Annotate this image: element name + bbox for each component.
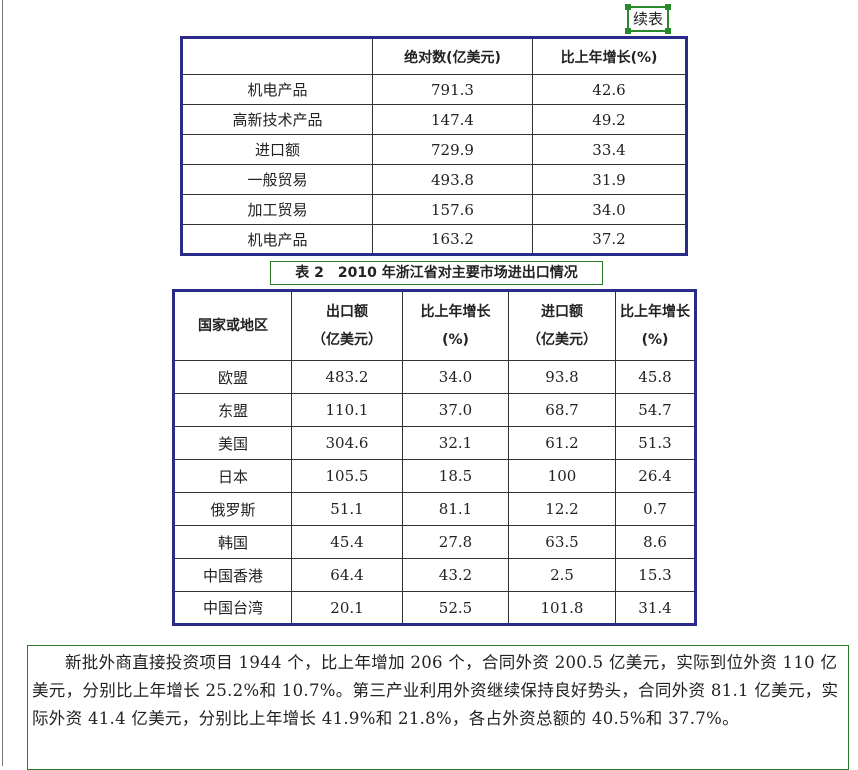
- table-cell: 110.1: [291, 393, 403, 427]
- table-cell: 791.3: [372, 74, 533, 105]
- table-cell: 51.1: [291, 492, 403, 526]
- header-cell: 绝对数(亿美元): [372, 37, 533, 75]
- resize-handle[interactable]: [665, 4, 671, 10]
- table-cell: 147.4: [372, 104, 533, 135]
- table-cell: 8.6: [615, 525, 696, 559]
- table-cell: 日本: [173, 459, 292, 493]
- table-cell: 12.2: [508, 492, 616, 526]
- header-cell: 国家或地区: [173, 290, 292, 361]
- table-cell: 37.2: [532, 224, 687, 255]
- table-cell: 0.7: [615, 492, 696, 526]
- table-cell: 64.4: [291, 558, 403, 592]
- header-cell: 进口额 （亿美元）: [508, 290, 616, 361]
- table-cell: 机电产品: [181, 74, 373, 105]
- header-cell: 比上年增长(%): [615, 290, 696, 361]
- table-row: 高新技术产品 147.4 49.2: [181, 104, 687, 135]
- table-cell: 机电产品: [181, 224, 373, 255]
- table-row: 中国台湾 20.1 52.5 101.8 31.4: [173, 591, 696, 625]
- table-row: 欧盟 483.2 34.0 93.8 45.8: [173, 360, 696, 394]
- table-cell: 34.0: [402, 360, 509, 394]
- table2-caption: 表 2 2010 年浙江省对主要市场进出口情况: [270, 261, 603, 285]
- header-cell: [181, 37, 373, 75]
- table-row: 进口额 729.9 33.4: [181, 134, 687, 165]
- table-cell: 100: [508, 459, 616, 493]
- continued-label-text: 续表: [632, 10, 663, 28]
- table-cell: 美国: [173, 426, 292, 460]
- table-cell: 33.4: [532, 134, 687, 165]
- table-row: 俄罗斯 51.1 81.1 12.2 0.7: [173, 492, 696, 526]
- table-cell: 37.0: [402, 393, 509, 427]
- table-cell: 高新技术产品: [181, 104, 373, 135]
- table-cell: 43.2: [402, 558, 509, 592]
- table-header-row: 国家或地区 出口额 （亿美元） 比上年增长 (%) 进口额 （亿美元） 比上年增长 (%…: [173, 290, 696, 361]
- table-cell: 俄罗斯: [173, 492, 292, 526]
- table-cell: 54.7: [615, 393, 696, 427]
- page-margin-line: [2, 0, 3, 766]
- table-cell: 63.5: [508, 525, 616, 559]
- resize-handle[interactable]: [665, 28, 671, 34]
- table-row: 加工贸易 157.6 34.0: [181, 194, 687, 225]
- table-cell: 32.1: [402, 426, 509, 460]
- table-row: 机电产品 163.2 37.2: [181, 224, 687, 255]
- paragraph-text: 新批外商直接投资项目 1944 个，比上年增加 206 个，合同外资 200.5…: [27, 645, 849, 770]
- header-cell: 比上年增长(%): [402, 290, 509, 361]
- table-cell: 729.9: [372, 134, 533, 165]
- table-cell: 81.1: [402, 492, 509, 526]
- table-markets: 国家或地区 出口额 （亿美元） 比上年增长 (%) 进口额 （亿美元） 比上年增长 (%…: [172, 289, 697, 626]
- table-cell: 34.0: [532, 194, 687, 225]
- resize-handle[interactable]: [625, 4, 631, 10]
- table-header-row: 绝对数(亿美元) 比上年增长(%): [181, 37, 687, 75]
- table-cell: 15.3: [615, 558, 696, 592]
- table-cell: 45.4: [291, 525, 403, 559]
- table-row: 韩国 45.4 27.8 63.5 8.6: [173, 525, 696, 559]
- table-cell: 东盟: [173, 393, 292, 427]
- header-cell: 出口额 （亿美元）: [291, 290, 403, 361]
- table-cell: 26.4: [615, 459, 696, 493]
- table-cell: 45.8: [615, 360, 696, 394]
- table-row: 机电产品 791.3 42.6: [181, 74, 687, 105]
- table-row: 东盟 110.1 37.0 68.7 54.7: [173, 393, 696, 427]
- table-cell: 进口额: [181, 134, 373, 165]
- table-cell: 52.5: [402, 591, 509, 625]
- table-cell: 51.3: [615, 426, 696, 460]
- table-cell: 105.5: [291, 459, 403, 493]
- table-cell: 93.8: [508, 360, 616, 394]
- table-cell: 42.6: [532, 74, 687, 105]
- table-row: 中国香港 64.4 43.2 2.5 15.3: [173, 558, 696, 592]
- table-cell: 2.5: [508, 558, 616, 592]
- table-cell: 31.9: [532, 164, 687, 195]
- table-cell: 61.2: [508, 426, 616, 460]
- table-cell: 中国香港: [173, 558, 292, 592]
- table-cell: 157.6: [372, 194, 533, 225]
- header-cell: 比上年增长(%): [532, 37, 687, 75]
- table-cell: 31.4: [615, 591, 696, 625]
- table-cell: 中国台湾: [173, 591, 292, 625]
- table-cell: 304.6: [291, 426, 403, 460]
- table-cell: 68.7: [508, 393, 616, 427]
- table-cell: 韩国: [173, 525, 292, 559]
- table-cell: 一般贸易: [181, 164, 373, 195]
- table-cell: 493.8: [372, 164, 533, 195]
- table-cell: 加工贸易: [181, 194, 373, 225]
- table-cell: 27.8: [402, 525, 509, 559]
- table-row: 日本 105.5 18.5 100 26.4: [173, 459, 696, 493]
- table-cell: 163.2: [372, 224, 533, 255]
- table-cell: 49.2: [532, 104, 687, 135]
- continued-label[interactable]: 续表: [625, 4, 671, 34]
- resize-handle[interactable]: [625, 28, 631, 34]
- table-cell: 18.5: [402, 459, 509, 493]
- table-cell: 483.2: [291, 360, 403, 394]
- table-row: 一般贸易 493.8 31.9: [181, 164, 687, 195]
- table-cell: 20.1: [291, 591, 403, 625]
- table-cell: 欧盟: [173, 360, 292, 394]
- table-trade-items: 绝对数(亿美元) 比上年增长(%) 机电产品 791.3 42.6 高新技术产品 147…: [180, 36, 688, 256]
- table-row: 美国 304.6 32.1 61.2 51.3: [173, 426, 696, 460]
- table-cell: 101.8: [508, 591, 616, 625]
